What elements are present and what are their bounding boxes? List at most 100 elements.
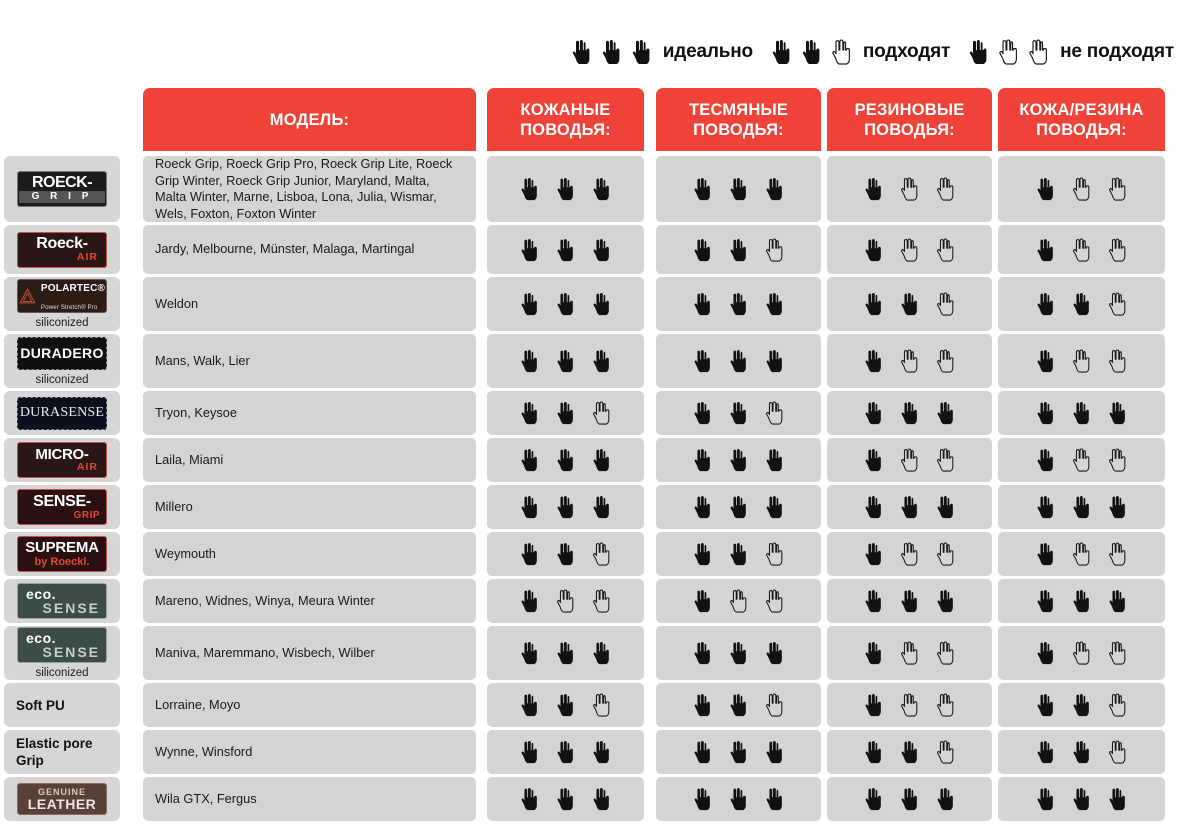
hand-outline-icon	[1072, 177, 1092, 201]
model-names: Wila GTX, Fergus	[155, 790, 257, 806]
hand-filled-icon	[631, 39, 653, 65]
logo-polartec: POLARTEC® Power Stretch® Pro	[17, 279, 107, 313]
hand-outline-icon	[556, 589, 576, 613]
hand-outline-icon	[1072, 237, 1092, 262]
hand-filled-icon	[1036, 401, 1056, 425]
rating-cell-webbing	[656, 391, 821, 435]
hand-filled-icon	[729, 495, 749, 519]
table-row: POLARTEC® Power Stretch® Pro siliconized We…	[0, 277, 1200, 331]
hand-filled-icon	[520, 177, 540, 201]
logo-line1: SENSE-	[33, 492, 91, 510]
hand-outline-icon	[1108, 740, 1128, 764]
hand-filled-icon	[864, 495, 884, 519]
model-names: Weldon	[155, 295, 199, 311]
model-names: Laila, Miami	[155, 451, 224, 467]
header-cell-combo[interactable]: КОЖА/РЕЗИНА ПОВОДЬЯ:	[998, 88, 1165, 151]
hand-outline-icon	[1108, 292, 1128, 316]
hand-filled-icon	[729, 238, 749, 262]
hand-filled-icon	[900, 787, 920, 811]
hand-filled-icon	[556, 542, 576, 566]
hand-filled-icon	[1036, 787, 1056, 811]
model-names-cell: Tryon, Keysoe	[143, 391, 476, 435]
hand-filled-icon	[556, 177, 576, 201]
model-names: Weymouth	[155, 545, 216, 561]
hand-filled-icon	[592, 349, 612, 373]
rating-cell-combo	[998, 334, 1165, 388]
rating-cell-rubber	[827, 156, 992, 222]
rating-cell-webbing	[656, 225, 821, 274]
hand-filled-icon	[1036, 177, 1056, 201]
hand-filled-icon	[1036, 589, 1056, 613]
hand-filled-icon	[556, 740, 576, 764]
hand-filled-icon	[936, 787, 956, 811]
hand-filled-icon	[801, 39, 823, 65]
logo-line1: POLARTEC®	[40, 283, 106, 294]
hand-outline-icon	[1028, 39, 1050, 65]
logo-cell: Roeck- AIR	[4, 225, 120, 274]
hand-filled-icon	[1036, 292, 1056, 316]
model-names-cell: Wynne, Winsford	[143, 730, 476, 774]
hand-outline-icon	[1072, 448, 1092, 472]
logo-line1: DURADERO	[20, 345, 104, 361]
model-names-cell: Roeck Grip, Roeck Grip Pro, Roeck Grip L…	[143, 156, 476, 222]
model-names-cell: Jardy, Melbourne, Münster, Malaga, Marti…	[143, 225, 476, 274]
hand-outline-icon	[936, 641, 956, 665]
hand-filled-icon	[520, 292, 540, 316]
logo-line2: AIR	[76, 251, 98, 263]
hand-outline-icon	[729, 589, 749, 613]
header-line2: ПОВОДЬЯ:	[693, 120, 784, 139]
legend-item-1: подходят	[771, 39, 950, 65]
hand-filled-icon	[864, 401, 884, 425]
rating-cell-rubber	[827, 485, 992, 529]
rating-cell-leather	[487, 277, 644, 331]
hand-outline-icon	[1108, 177, 1128, 201]
header-cell-rubber[interactable]: РЕЗИНОВЫЕ ПОВОДЬЯ:	[827, 88, 992, 151]
header-line1: РЕЗИНОВЫЕ	[854, 100, 965, 119]
header-cell-leather[interactable]: КОЖАНЫЕ ПОВОДЬЯ:	[487, 88, 644, 151]
rating-cell-rubber	[827, 225, 992, 274]
polartec-triangle-icon	[19, 288, 36, 304]
rating-cell-combo	[998, 626, 1165, 680]
model-names-cell: Mareno, Widnes, Winya, Meura Winter	[143, 579, 476, 623]
hand-filled-icon	[1108, 787, 1128, 811]
model-names: Mans, Walk, Lier	[155, 352, 250, 368]
hand-outline-icon	[900, 641, 920, 665]
model-names-cell: Maniva, Maremmano, Wisbech, Wilber	[143, 626, 476, 680]
rating-cell-leather	[487, 225, 644, 274]
hand-filled-icon	[693, 495, 713, 519]
hand-filled-icon	[864, 740, 884, 764]
hand-filled-icon	[556, 787, 576, 811]
glove-lead-compatibility-table: идеально подходят не подходят МОДЕЛЬ: КОЖАН…	[0, 39, 1200, 821]
hand-outline-icon	[592, 693, 612, 717]
hand-filled-icon	[556, 401, 576, 425]
header-cell-model[interactable]: МОДЕЛЬ:	[143, 88, 476, 151]
hand-filled-icon	[765, 292, 785, 316]
hand-filled-icon	[520, 787, 540, 811]
rating-cell-rubber	[827, 532, 992, 576]
hand-outline-icon	[765, 542, 785, 566]
hand-outline-icon	[765, 693, 785, 717]
hand-filled-icon	[936, 495, 956, 519]
hand-filled-icon	[729, 740, 749, 764]
hand-filled-icon	[729, 401, 749, 425]
logo-micro-air: MICRO- AIR	[17, 442, 107, 478]
hand-outline-icon	[936, 740, 956, 764]
hand-outline-icon	[765, 401, 785, 425]
header-cell-webbing[interactable]: ТЕСМЯНЫЕ ПОВОДЬЯ:	[656, 88, 821, 151]
hand-filled-icon	[520, 349, 540, 373]
hand-filled-icon	[765, 349, 785, 373]
model-names-cell: Mans, Walk, Lier	[143, 334, 476, 388]
hand-filled-icon	[1036, 349, 1056, 373]
hand-filled-icon	[729, 177, 749, 201]
hand-filled-icon	[520, 401, 540, 425]
hand-filled-icon	[520, 641, 540, 665]
hand-outline-icon	[1072, 349, 1092, 373]
hand-filled-icon	[520, 693, 540, 717]
rating-cell-leather	[487, 626, 644, 680]
hand-outline-icon	[1108, 693, 1128, 717]
logo-cell: ROECK- G R I P	[4, 156, 120, 222]
logo-cell: eco. SENSE siliconized	[4, 626, 120, 680]
logo-line2: GRIP	[73, 509, 100, 521]
table-row: Elastic pore Grip Wynne, Winsford	[0, 730, 1200, 774]
rating-cell-combo	[998, 225, 1165, 274]
